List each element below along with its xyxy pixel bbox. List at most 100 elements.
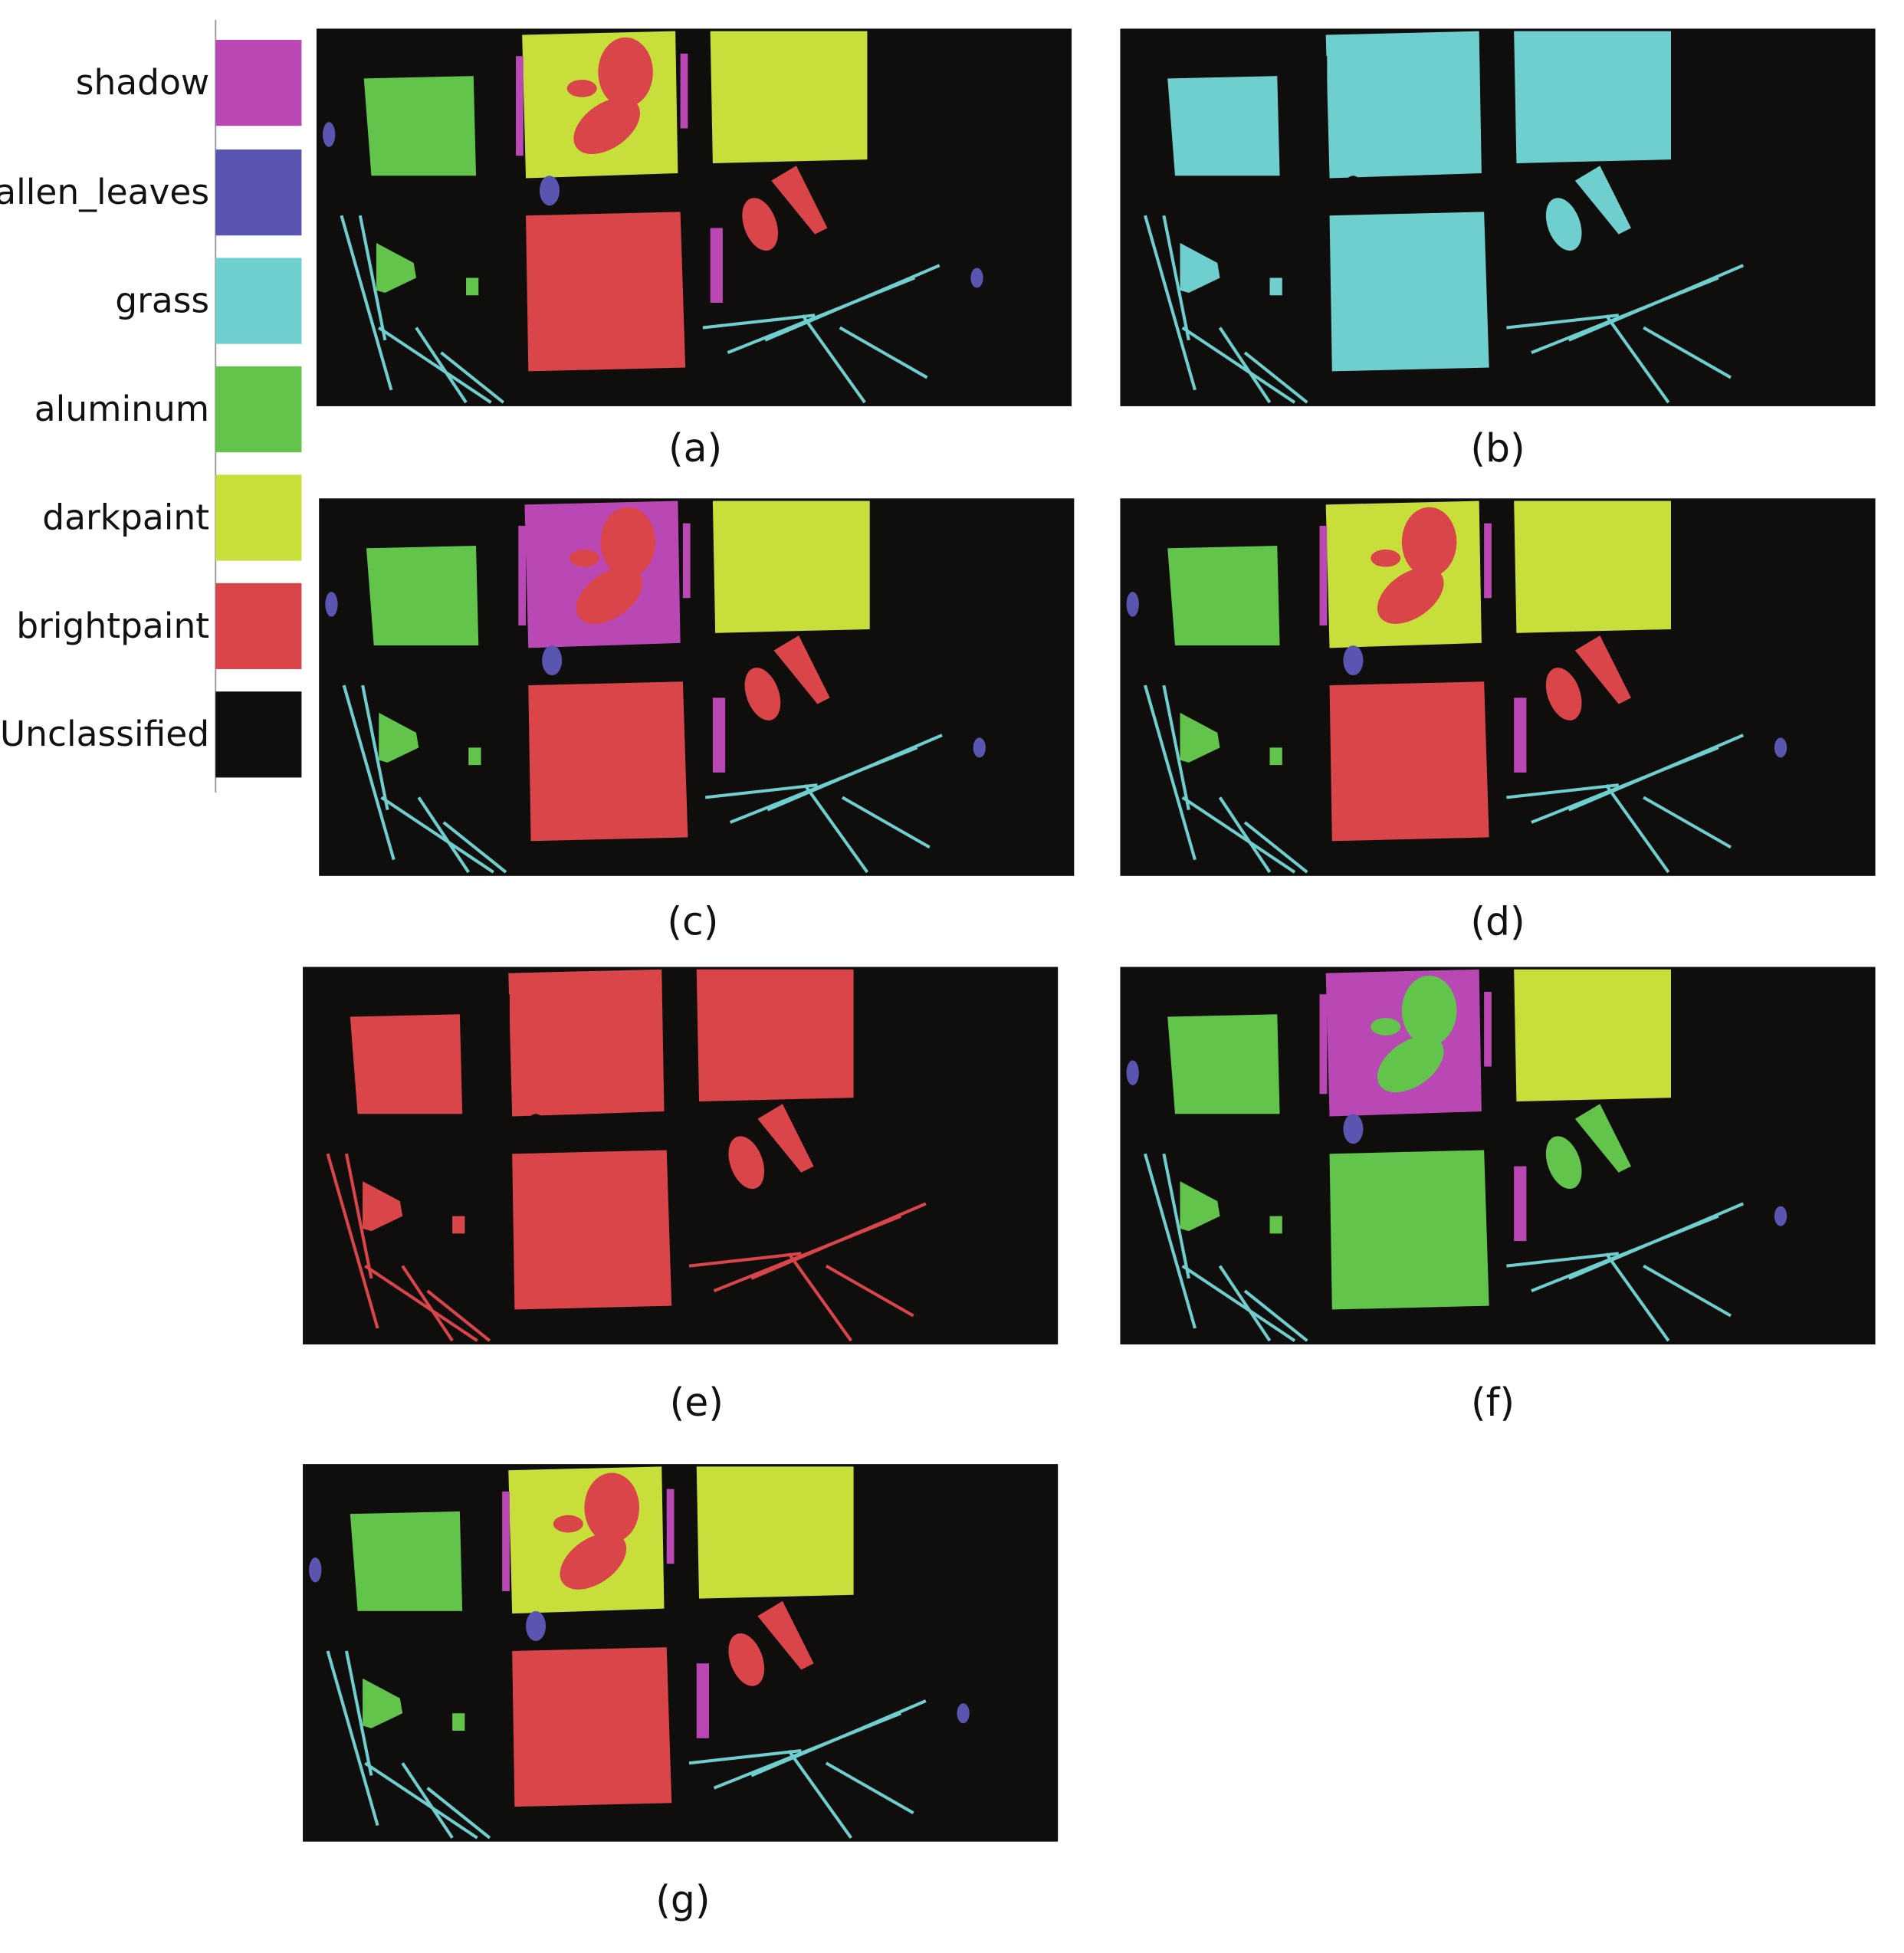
region bbox=[376, 242, 416, 294]
region bbox=[358, 215, 387, 341]
region bbox=[1514, 31, 1671, 163]
region bbox=[1643, 796, 1732, 849]
region bbox=[442, 821, 507, 874]
region bbox=[839, 326, 928, 379]
classification-map bbox=[319, 498, 1075, 876]
region bbox=[401, 1762, 454, 1839]
region bbox=[1506, 313, 1619, 330]
region bbox=[757, 1104, 814, 1173]
region bbox=[518, 526, 527, 626]
region bbox=[1514, 698, 1527, 773]
region bbox=[1162, 215, 1190, 341]
region bbox=[363, 1678, 403, 1728]
panel-label: (d) bbox=[1470, 899, 1525, 944]
region bbox=[688, 1252, 802, 1268]
region bbox=[712, 501, 870, 633]
region bbox=[452, 1216, 465, 1234]
region bbox=[1604, 783, 1670, 874]
region bbox=[553, 1515, 583, 1533]
region bbox=[1506, 783, 1619, 799]
region bbox=[696, 1466, 854, 1599]
region bbox=[426, 1289, 491, 1342]
region bbox=[1574, 1104, 1631, 1173]
region bbox=[326, 1650, 379, 1827]
region bbox=[344, 1153, 373, 1279]
region bbox=[1401, 975, 1457, 1045]
region bbox=[1126, 122, 1139, 147]
classification-map bbox=[1120, 498, 1876, 876]
region bbox=[1568, 734, 1745, 812]
region bbox=[702, 313, 816, 330]
legend-label: fallen_leaves bbox=[0, 172, 209, 212]
region bbox=[728, 1633, 765, 1686]
region bbox=[1371, 1018, 1401, 1036]
region bbox=[569, 549, 599, 567]
region bbox=[1329, 212, 1489, 372]
region bbox=[1167, 1014, 1280, 1114]
panel-label: (e) bbox=[670, 1380, 724, 1425]
region bbox=[771, 166, 828, 235]
region bbox=[1377, 1036, 1444, 1093]
region bbox=[1401, 507, 1457, 577]
region bbox=[1218, 796, 1272, 874]
region bbox=[825, 1264, 914, 1318]
region bbox=[1218, 327, 1272, 404]
region bbox=[600, 507, 656, 577]
region bbox=[1484, 53, 1492, 129]
region bbox=[553, 1018, 583, 1036]
region bbox=[970, 268, 983, 288]
region bbox=[710, 31, 868, 163]
region bbox=[1126, 592, 1139, 617]
region bbox=[801, 314, 866, 404]
region bbox=[340, 215, 393, 391]
region bbox=[526, 1114, 547, 1144]
region bbox=[379, 712, 419, 763]
region bbox=[325, 592, 338, 617]
region bbox=[1774, 268, 1787, 288]
legend-swatch bbox=[215, 474, 302, 561]
region bbox=[1243, 351, 1308, 404]
region bbox=[466, 277, 479, 296]
region bbox=[1514, 969, 1671, 1102]
region bbox=[1514, 1166, 1527, 1242]
region bbox=[364, 1761, 478, 1840]
region bbox=[526, 1610, 547, 1641]
panel-label: (c) bbox=[667, 899, 718, 944]
region bbox=[542, 645, 563, 676]
region bbox=[1574, 635, 1631, 704]
region bbox=[1343, 176, 1364, 206]
region bbox=[512, 1647, 672, 1807]
region bbox=[1604, 314, 1670, 404]
region bbox=[688, 1748, 802, 1765]
region bbox=[1180, 242, 1220, 294]
region bbox=[468, 747, 481, 766]
region bbox=[1269, 277, 1282, 296]
region bbox=[710, 228, 723, 304]
region bbox=[573, 97, 641, 155]
region bbox=[666, 991, 675, 1067]
classification-map bbox=[316, 28, 1072, 406]
region bbox=[1181, 1264, 1296, 1342]
region bbox=[502, 1491, 510, 1591]
region bbox=[560, 1036, 627, 1093]
region bbox=[1180, 712, 1220, 763]
region bbox=[803, 783, 869, 874]
region bbox=[1181, 796, 1296, 874]
region bbox=[1329, 1150, 1489, 1310]
region bbox=[1377, 567, 1444, 624]
legend-swatch bbox=[215, 583, 302, 669]
region bbox=[1371, 80, 1401, 97]
classification-map bbox=[303, 1464, 1059, 1842]
legend-swatch bbox=[215, 258, 302, 344]
region bbox=[512, 1150, 672, 1310]
region bbox=[750, 1202, 927, 1280]
region bbox=[1604, 1252, 1670, 1342]
region bbox=[1401, 37, 1457, 107]
legend-label: Unclassified bbox=[0, 714, 209, 754]
region bbox=[1643, 1264, 1732, 1318]
region bbox=[598, 37, 653, 107]
region bbox=[973, 737, 986, 758]
classification-map bbox=[303, 967, 1059, 1345]
